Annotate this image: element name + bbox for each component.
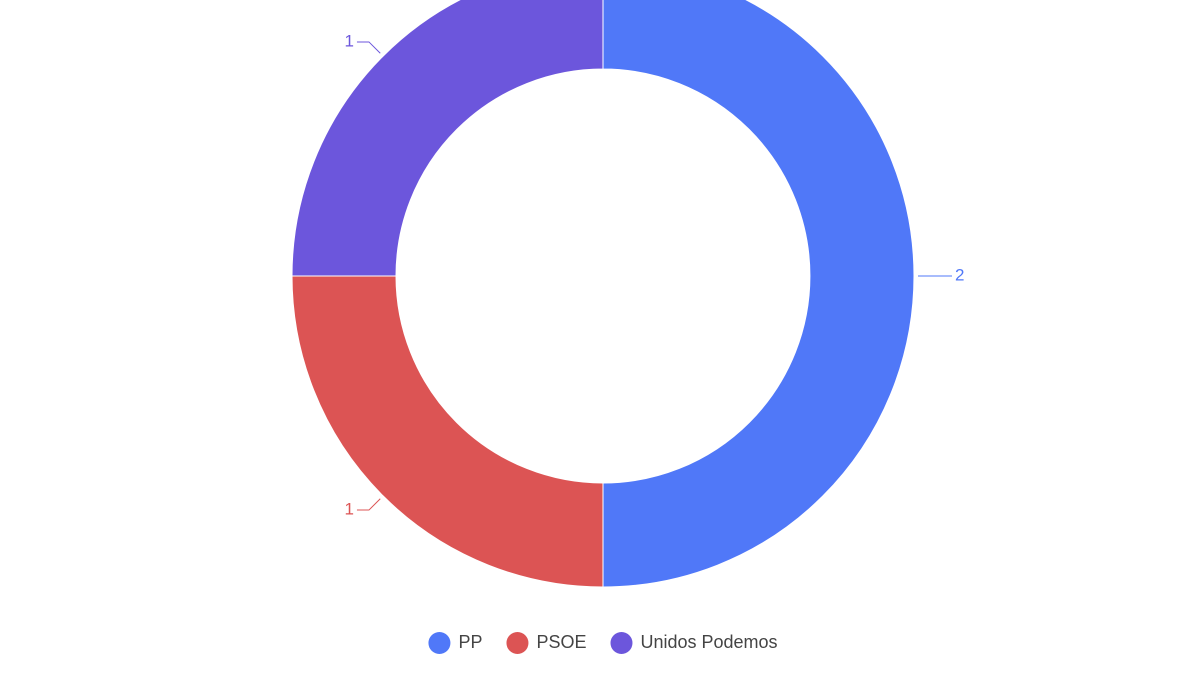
legend-swatch — [428, 632, 451, 654]
legend-label: PSOE — [536, 632, 586, 652]
data-label: 2 — [955, 265, 964, 284]
leader-line — [356, 498, 381, 511]
slice — [291, 275, 604, 588]
legend-swatch — [506, 632, 529, 654]
legend-label: PP — [458, 632, 482, 652]
data-labels: 2 1 1 — [344, 31, 964, 518]
data-label: 1 — [344, 31, 353, 50]
slice — [291, 0, 604, 277]
legend-label: Unidos Podemos — [640, 632, 777, 652]
slice — [602, 0, 915, 588]
legend: PP PSOE Unidos Podemos — [428, 632, 778, 654]
leader-line — [356, 41, 381, 54]
data-label: 1 — [344, 500, 353, 519]
legend-swatch — [610, 632, 633, 654]
slices — [291, 0, 915, 588]
